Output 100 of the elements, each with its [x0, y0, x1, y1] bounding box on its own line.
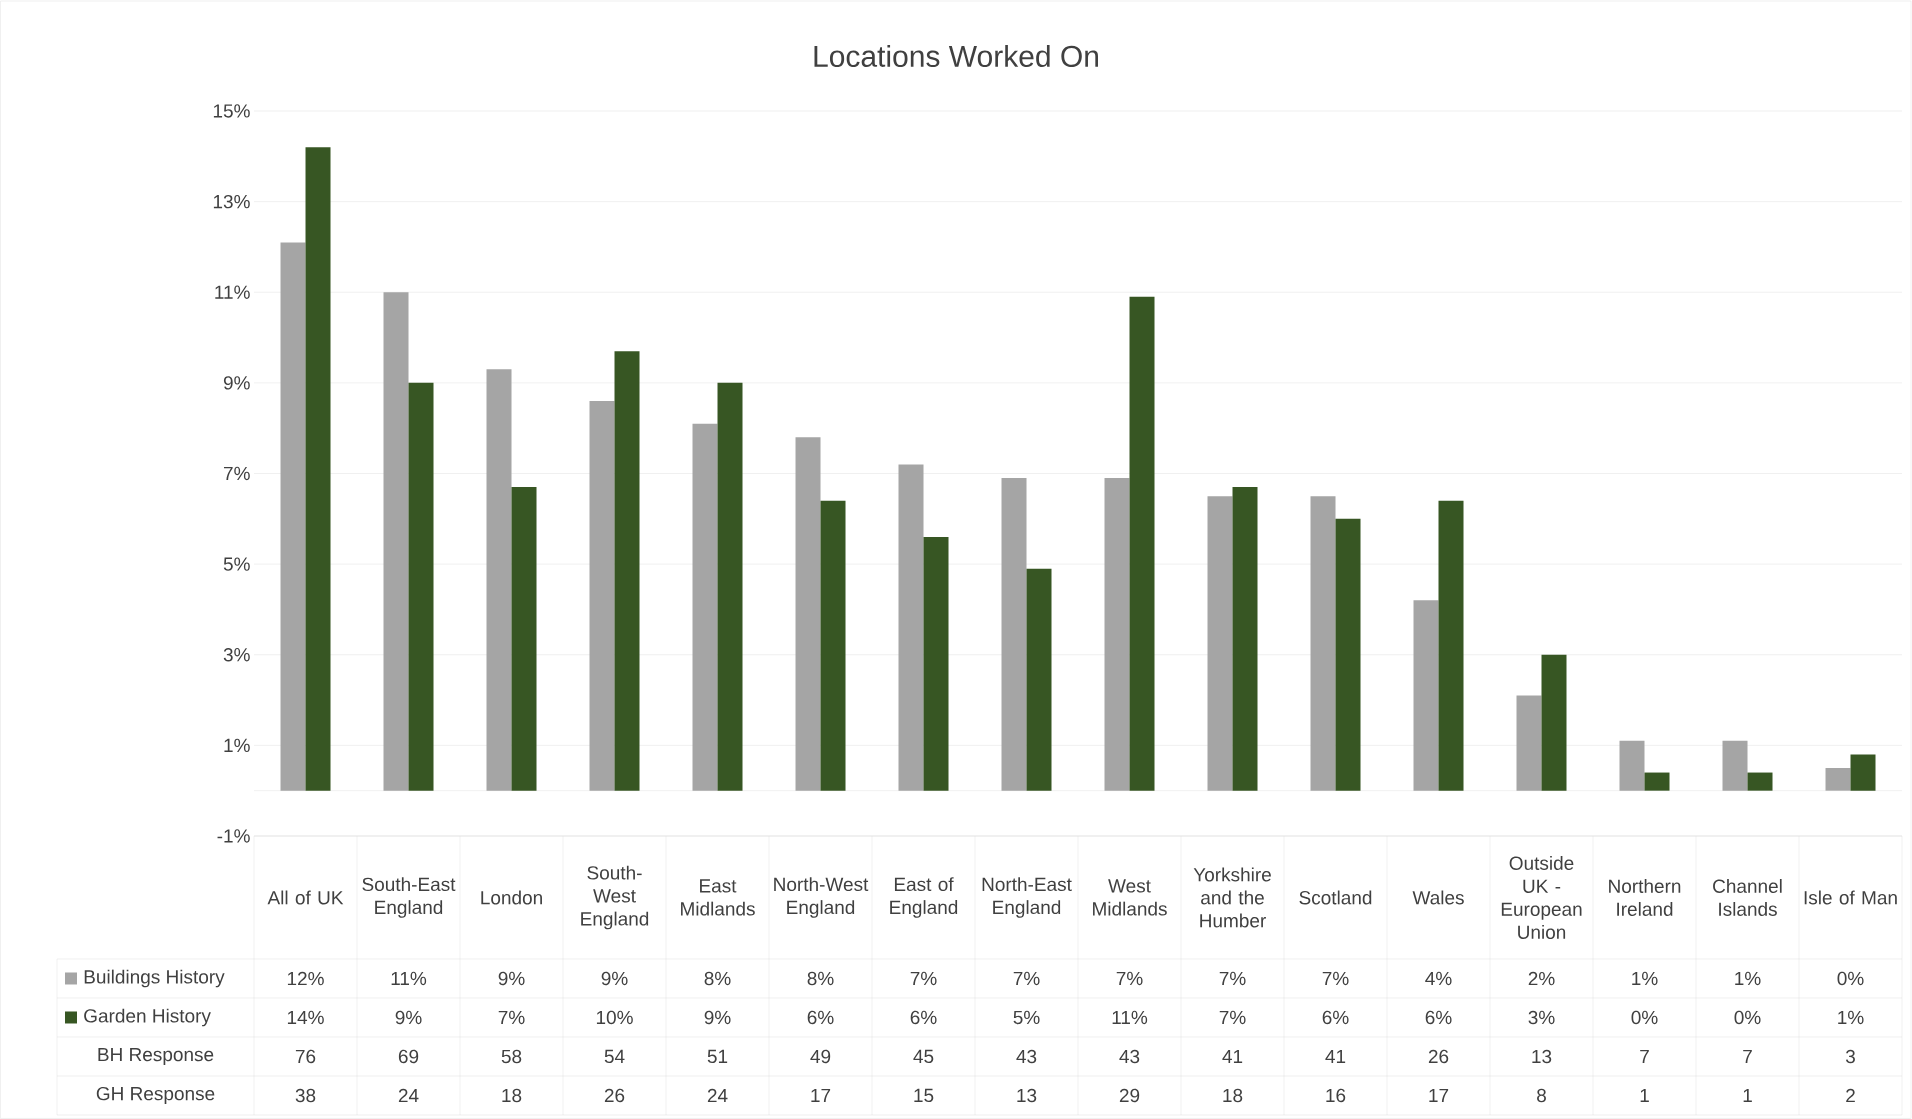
- bar: [589, 400, 615, 791]
- bar: [1001, 478, 1027, 791]
- data-label: 7%: [1219, 971, 1246, 986]
- bar: [1104, 478, 1130, 791]
- data-label: 7%: [910, 971, 937, 986]
- text: 43: [1119, 1049, 1140, 1064]
- data-label: 12%: [287, 971, 324, 986]
- data-label: 5%: [1013, 1010, 1040, 1025]
- data-label: 6%: [1322, 1010, 1349, 1025]
- bar: [1129, 296, 1155, 791]
- text: 8: [1537, 1088, 1546, 1103]
- bar: [1026, 568, 1052, 791]
- bar: [923, 536, 949, 791]
- data-label: 1%: [1632, 971, 1658, 986]
- data-label: 6%: [807, 1010, 834, 1025]
- text: 41: [1325, 1049, 1346, 1064]
- data-label: 9%: [395, 1010, 422, 1025]
- x-tick-label: East of England: [890, 877, 958, 918]
- y-tick-label: 9%: [223, 376, 250, 390]
- text: 49: [810, 1049, 831, 1064]
- bar: [795, 437, 821, 791]
- x-tick-label: West Midlands: [1093, 879, 1167, 916]
- bar: [614, 351, 640, 791]
- x-tick-label: North-West England: [774, 877, 869, 918]
- text: 43: [1016, 1049, 1037, 1064]
- chart-title: Locations Worked On: [814, 44, 1098, 68]
- bar: [1207, 496, 1233, 791]
- data-label: 3%: [1528, 1010, 1555, 1025]
- text: 16: [1326, 1088, 1346, 1103]
- text: 17: [1429, 1088, 1449, 1103]
- data-label: 6%: [1425, 1010, 1452, 1025]
- x-tick-label: South-West England: [581, 865, 649, 930]
- bar: [692, 423, 718, 791]
- legend-label: Buildings History: [84, 969, 225, 988]
- text: 1: [1640, 1088, 1649, 1103]
- bar: [280, 242, 306, 791]
- text: 38: [295, 1088, 316, 1103]
- data-label: 11%: [1112, 1010, 1148, 1025]
- x-tick-label: Wales: [1412, 890, 1464, 905]
- legend-label: Garden History: [84, 1008, 211, 1027]
- bar: [1516, 695, 1542, 791]
- bar: [1722, 740, 1748, 791]
- text: 17: [811, 1088, 831, 1103]
- bar: [1747, 772, 1773, 791]
- x-tick-label: All of UK: [267, 890, 344, 905]
- data-label: 8%: [704, 971, 731, 986]
- bar: [305, 147, 331, 791]
- text: GH Response: [96, 1086, 215, 1105]
- bar: [717, 382, 743, 791]
- text: 24: [398, 1088, 419, 1103]
- bar: [486, 369, 512, 791]
- y-tick-label: 1%: [224, 738, 250, 753]
- text: 54: [604, 1049, 625, 1064]
- text: 41: [1222, 1049, 1243, 1064]
- text: 51: [707, 1049, 728, 1064]
- bar: [1825, 768, 1851, 791]
- data-label: 6%: [910, 1010, 937, 1025]
- data-label: 7%: [498, 1010, 525, 1025]
- text: 2: [1846, 1088, 1855, 1103]
- bar: [1850, 754, 1876, 791]
- bar: [1232, 487, 1258, 791]
- bar: [820, 500, 846, 791]
- text: 13: [1017, 1088, 1037, 1103]
- data-label: 1%: [1735, 971, 1761, 986]
- x-tick-label: North-East England: [982, 877, 1072, 918]
- bar: [1335, 518, 1361, 791]
- text: 45: [913, 1049, 934, 1064]
- bar: [1438, 500, 1464, 791]
- y-tick-label: 5%: [223, 557, 250, 571]
- x-tick-label: Isle of Man: [1804, 890, 1897, 905]
- text: 29: [1119, 1088, 1140, 1103]
- data-label: 0%: [1734, 1010, 1761, 1025]
- bar: [898, 464, 924, 791]
- data-label: 7%: [1116, 971, 1143, 986]
- bar: [1619, 740, 1645, 791]
- data-label: 0%: [1631, 1010, 1658, 1025]
- y-tick-label: -1%: [217, 829, 250, 843]
- data-label: 0%: [1837, 971, 1864, 986]
- data-label: 9%: [704, 1010, 731, 1025]
- bar: [383, 292, 409, 791]
- y-tick-label: 13%: [213, 194, 250, 209]
- x-tick-label: Outside UK - European Union: [1501, 856, 1582, 939]
- x-tick-label: Scotland: [1299, 890, 1372, 905]
- text: 76: [295, 1049, 316, 1064]
- data-label: 14%: [287, 1010, 324, 1025]
- text: 13: [1532, 1049, 1552, 1064]
- data-label: 7%: [1219, 1010, 1246, 1025]
- data-label: 7%: [1322, 971, 1349, 986]
- bar: [1644, 772, 1670, 791]
- x-tick-label: Northern Ireland: [1609, 879, 1681, 916]
- text: BH Response: [98, 1047, 214, 1065]
- data-label: 1%: [1838, 1010, 1864, 1025]
- text: 7: [1743, 1049, 1752, 1064]
- data-label: 11%: [391, 971, 427, 986]
- text: 69: [398, 1049, 419, 1064]
- text: 58: [501, 1049, 522, 1064]
- text: 3: [1845, 1049, 1855, 1064]
- y-tick-label: 3%: [223, 648, 250, 662]
- data-label: 7%: [1013, 971, 1040, 986]
- text: 7: [1640, 1049, 1649, 1064]
